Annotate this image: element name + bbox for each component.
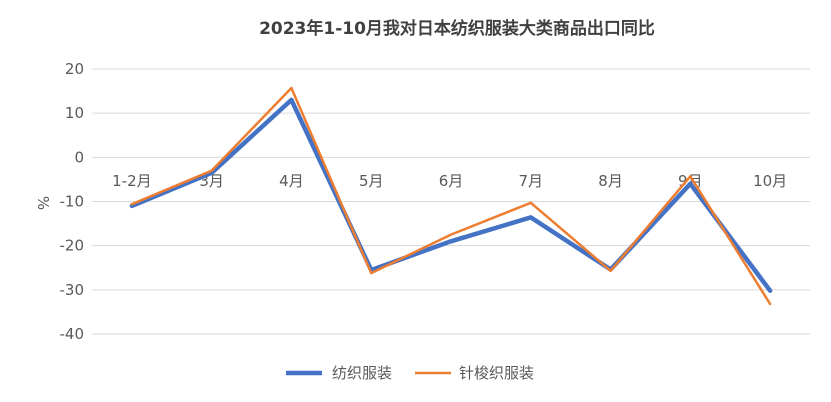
data-point	[370, 272, 372, 274]
series-line	[130, 86, 772, 306]
data-point	[450, 240, 452, 242]
x-tick-label: 10月	[753, 172, 787, 190]
x-tick-label: 1-2月	[112, 172, 152, 190]
legend-label: 针梭织服装	[459, 364, 534, 382]
x-tick-label: 6月	[439, 172, 464, 190]
gridlines	[92, 68, 810, 335]
x-tick-label: 8月	[598, 172, 623, 190]
y-tick-label: -20	[60, 237, 85, 255]
y-axis-label: %	[34, 196, 52, 210]
data-point	[450, 234, 452, 236]
legend: 纺织服装 针梭织服装	[286, 364, 534, 382]
data-point	[769, 290, 771, 292]
x-tick-label: 5月	[359, 172, 384, 190]
data-point	[769, 303, 771, 305]
data-point	[131, 205, 133, 207]
data-point	[610, 270, 612, 272]
y-tick-label: -30	[60, 281, 85, 299]
data-point	[131, 203, 133, 205]
x-tick-label: 4月	[279, 172, 304, 190]
x-axis-ticks: 1-2月 3月 4月 5月 6月 7月 8月 9月 10月	[112, 172, 787, 190]
data-point	[211, 172, 213, 174]
legend-label: 纺织服装	[332, 364, 392, 382]
data-point	[290, 99, 292, 101]
data-point	[530, 216, 532, 218]
chart-title: 2023年1-10月我对日本纺织服装大类商品出口同比	[259, 18, 655, 39]
y-tick-label: 0	[74, 148, 84, 166]
data-point	[211, 170, 213, 172]
y-tick-label: -40	[60, 325, 85, 343]
y-tick-label: -10	[60, 193, 85, 211]
x-tick-label: 7月	[519, 172, 544, 190]
data-point	[689, 175, 691, 177]
data-point	[689, 183, 691, 185]
y-tick-label: 20	[65, 60, 84, 78]
data-point	[530, 202, 532, 204]
y-axis-ticks: 20 10 0 -10 -20 -30 -40	[60, 60, 85, 343]
data-point	[290, 87, 292, 89]
y-tick-label: 10	[65, 104, 84, 122]
series-lines	[129, 86, 773, 306]
